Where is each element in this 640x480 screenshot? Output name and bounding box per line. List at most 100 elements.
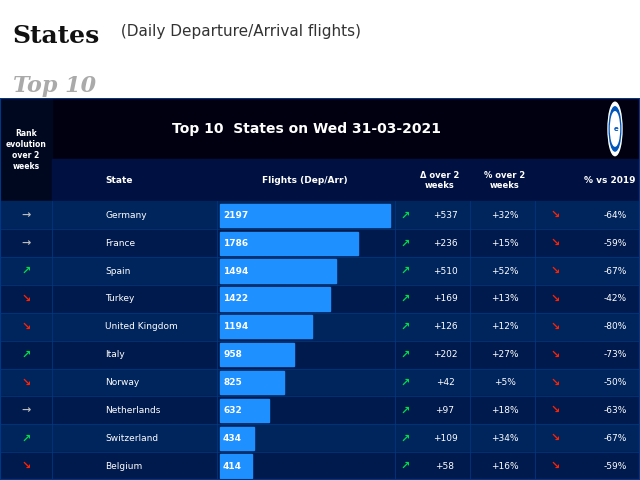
Bar: [220, 204, 390, 227]
Text: ↘: ↘: [550, 322, 560, 332]
Text: ↗: ↗: [400, 349, 410, 360]
Text: Top 10: Top 10: [13, 75, 96, 97]
Text: United Kingdom: United Kingdom: [105, 322, 178, 331]
Text: +52%: +52%: [492, 266, 519, 276]
Text: →: →: [21, 210, 31, 220]
Text: ↘: ↘: [550, 405, 560, 415]
Text: ↘: ↘: [550, 433, 560, 443]
Text: Rank
evolution
over 2
weeks: Rank evolution over 2 weeks: [6, 129, 47, 171]
Text: ↗: ↗: [400, 461, 410, 471]
Bar: [220, 231, 358, 255]
Bar: [0, 313, 640, 341]
Bar: [0, 452, 640, 480]
Text: State: State: [105, 176, 132, 185]
Text: -50%: -50%: [604, 378, 627, 387]
Text: +109: +109: [433, 434, 458, 443]
Text: +42: +42: [436, 378, 454, 387]
Bar: [0, 341, 640, 369]
Text: +34%: +34%: [492, 434, 519, 443]
Text: Top 10  States on Wed 31-03-2021: Top 10 States on Wed 31-03-2021: [172, 122, 440, 136]
Bar: [0, 229, 640, 257]
Text: -59%: -59%: [604, 239, 627, 248]
Bar: [0, 424, 640, 452]
Text: -67%: -67%: [604, 266, 627, 276]
Text: ↘: ↘: [550, 238, 560, 248]
Text: +16%: +16%: [491, 462, 519, 470]
Text: Spain: Spain: [105, 266, 131, 276]
Text: Netherlands: Netherlands: [105, 406, 161, 415]
Text: +32%: +32%: [492, 211, 519, 220]
Text: e: e: [614, 126, 618, 132]
Text: ↘: ↘: [21, 322, 31, 332]
Bar: [220, 259, 335, 283]
Text: +169: +169: [433, 294, 458, 303]
Text: 1422: 1422: [223, 294, 248, 303]
Text: +12%: +12%: [492, 322, 519, 331]
Text: -73%: -73%: [604, 350, 627, 359]
Bar: [0, 257, 640, 285]
Text: +27%: +27%: [492, 350, 519, 359]
Text: -64%: -64%: [604, 211, 627, 220]
Bar: [220, 371, 284, 394]
Text: ↗: ↗: [400, 210, 410, 220]
Text: +18%: +18%: [491, 406, 519, 415]
Text: +236: +236: [433, 239, 458, 248]
Bar: [220, 315, 312, 338]
Bar: [0, 369, 640, 396]
Text: % vs 2019: % vs 2019: [584, 176, 636, 185]
Text: →: →: [21, 238, 31, 248]
Text: ↗: ↗: [400, 294, 410, 304]
Circle shape: [609, 107, 621, 151]
Text: ↗: ↗: [400, 433, 410, 443]
Text: 2197: 2197: [223, 211, 248, 220]
Text: ↘: ↘: [550, 349, 560, 360]
Text: +97: +97: [435, 406, 454, 415]
Text: Δ over 2
weeks: Δ over 2 weeks: [420, 171, 460, 190]
Text: -59%: -59%: [604, 462, 627, 470]
Bar: [220, 288, 330, 311]
Text: ↘: ↘: [550, 377, 560, 387]
Text: +15%: +15%: [491, 239, 519, 248]
Text: ↘: ↘: [21, 294, 31, 304]
Circle shape: [608, 102, 622, 156]
Text: ↗: ↗: [400, 322, 410, 332]
Text: →: →: [21, 405, 31, 415]
Text: +126: +126: [433, 322, 458, 331]
Text: +510: +510: [433, 266, 458, 276]
Bar: [0, 202, 640, 229]
Bar: [220, 343, 294, 366]
Text: +58: +58: [435, 462, 454, 470]
Bar: [220, 455, 252, 478]
Text: ↗: ↗: [400, 377, 410, 387]
Text: 414: 414: [223, 462, 242, 470]
Text: ↗: ↗: [21, 266, 31, 276]
Text: 1494: 1494: [223, 266, 248, 276]
Text: ↗: ↗: [400, 238, 410, 248]
Text: France: France: [105, 239, 135, 248]
Text: Turkey: Turkey: [105, 294, 134, 303]
Text: Switzerland: Switzerland: [105, 434, 158, 443]
Text: 958: 958: [223, 350, 242, 359]
Text: ↘: ↘: [550, 294, 560, 304]
Text: ↗: ↗: [21, 349, 31, 360]
Circle shape: [611, 112, 620, 146]
Bar: [52, 159, 640, 202]
Text: ↘: ↘: [21, 461, 31, 471]
Text: Flights (Dep/Arr): Flights (Dep/Arr): [262, 176, 348, 185]
Text: ↘: ↘: [21, 377, 31, 387]
Bar: [220, 399, 269, 422]
Bar: [52, 98, 640, 159]
Bar: [0, 98, 52, 202]
Text: -63%: -63%: [604, 406, 627, 415]
Text: States: States: [13, 24, 100, 48]
Text: -67%: -67%: [604, 434, 627, 443]
Text: ↘: ↘: [550, 210, 560, 220]
Text: Belgium: Belgium: [105, 462, 142, 470]
Text: 1786: 1786: [223, 239, 248, 248]
Text: +13%: +13%: [491, 294, 519, 303]
Text: ↗: ↗: [400, 405, 410, 415]
Text: ↘: ↘: [550, 266, 560, 276]
Text: Norway: Norway: [105, 378, 140, 387]
Text: +537: +537: [433, 211, 458, 220]
Text: % over 2
weeks: % over 2 weeks: [484, 171, 525, 190]
